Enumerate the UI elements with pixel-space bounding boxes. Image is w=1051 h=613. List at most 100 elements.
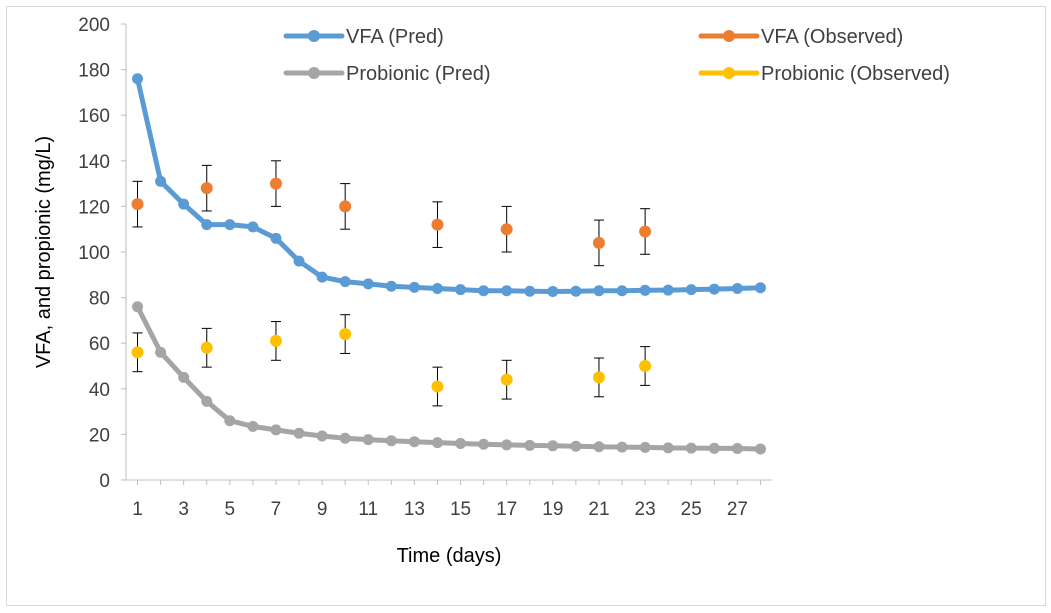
data-point	[339, 328, 352, 341]
data-point	[339, 200, 352, 213]
data-point	[431, 380, 444, 393]
data-point	[570, 285, 582, 297]
data-point	[201, 219, 213, 231]
data-point	[269, 334, 282, 347]
legend-item: VFA (Pred)	[283, 26, 444, 48]
data-point	[524, 439, 536, 451]
data-point	[201, 395, 213, 407]
data-point	[408, 281, 420, 293]
data-point	[270, 232, 282, 244]
data-point	[131, 198, 144, 211]
series-probionic-pred	[132, 301, 766, 455]
data-point	[501, 439, 513, 451]
data-point	[593, 441, 605, 453]
legend-swatch-marker	[723, 30, 735, 42]
data-point	[339, 276, 351, 288]
data-point	[478, 438, 490, 450]
data-point	[200, 182, 213, 195]
data-point	[408, 436, 420, 448]
chart-frame	[6, 6, 1046, 606]
data-point	[362, 434, 374, 446]
x-axis: 1 3 5 7 9 11 13 15 17 19 21 23 25 27	[126, 479, 772, 520]
data-point	[316, 271, 328, 283]
data-point	[455, 284, 467, 296]
data-point	[547, 440, 559, 452]
data-point	[639, 284, 651, 296]
legend-item: Probionic (Pred)	[283, 63, 491, 85]
data-point	[616, 285, 628, 297]
data-point	[247, 221, 259, 233]
data-point	[662, 284, 674, 296]
x-tick-label: 7	[271, 499, 282, 520]
legend-item: Probionic (Observed)	[698, 63, 950, 85]
y-tick-label: 160	[78, 106, 110, 127]
data-point	[224, 219, 236, 231]
data-point	[685, 442, 697, 454]
y-tick-label: 120	[78, 197, 110, 218]
data-point	[500, 373, 513, 386]
data-point	[269, 177, 282, 190]
legend: VFA (Pred) VFA (Observed) Probionic (Pred)…	[283, 26, 950, 85]
y-tick-label: 180	[78, 61, 110, 82]
x-tick-label: 21	[588, 499, 609, 520]
y-tick-label: 100	[78, 243, 110, 264]
data-point	[131, 346, 144, 359]
y-tick-label: 80	[89, 289, 110, 310]
data-point	[592, 236, 605, 249]
legend-item: VFA (Observed)	[698, 26, 903, 48]
legend-label: VFA (Observed)	[761, 26, 903, 48]
series-layer	[131, 73, 766, 455]
y-axis: 0 20 40 60 80 100 120 140 160 180 200	[78, 15, 127, 492]
x-tick-label: 9	[317, 499, 328, 520]
x-tick-label: 15	[450, 499, 471, 520]
legend-swatch-marker	[308, 30, 320, 42]
data-point	[455, 438, 467, 450]
data-point	[547, 285, 559, 297]
data-point	[639, 360, 652, 372]
data-point	[431, 282, 443, 294]
data-point	[155, 175, 167, 187]
data-point	[616, 441, 628, 453]
data-point	[385, 435, 397, 447]
data-point	[385, 280, 397, 292]
series-vfa-observed	[131, 160, 652, 267]
data-point	[524, 285, 536, 297]
legend-swatch-marker	[308, 67, 320, 79]
legend-label: VFA (Pred)	[346, 26, 444, 48]
y-axis-title: VFA, and propionic (mg/L)	[33, 136, 55, 368]
data-point	[247, 420, 259, 432]
x-tick-label: 1	[132, 499, 143, 520]
data-point	[593, 285, 605, 297]
x-tick-label: 25	[681, 499, 702, 520]
data-point	[500, 223, 513, 236]
x-tick-label: 19	[542, 499, 563, 520]
y-tick-label: 0	[99, 471, 110, 492]
data-point	[639, 441, 651, 453]
y-tick-label: 140	[78, 152, 110, 173]
data-point	[708, 442, 720, 454]
data-point	[754, 282, 766, 294]
data-point	[639, 225, 652, 238]
data-point	[178, 198, 190, 210]
data-point	[339, 432, 351, 444]
data-point	[708, 283, 720, 295]
legend-label: Probionic (Observed)	[761, 63, 950, 85]
series-line	[135, 304, 763, 452]
data-point	[132, 301, 144, 313]
y-tick-label: 60	[89, 334, 110, 355]
data-point	[431, 218, 444, 231]
data-point	[685, 284, 697, 296]
data-point	[132, 73, 144, 85]
y-tick-label: 40	[89, 380, 110, 401]
x-tick-label: 13	[404, 499, 425, 520]
data-point	[431, 437, 443, 449]
data-point	[731, 443, 743, 455]
series-line	[135, 76, 763, 294]
y-tick-label: 200	[78, 15, 110, 36]
data-point	[754, 443, 766, 455]
data-point	[316, 430, 328, 442]
x-tick-label: 3	[178, 499, 189, 520]
data-point	[570, 440, 582, 452]
data-point	[592, 371, 605, 384]
